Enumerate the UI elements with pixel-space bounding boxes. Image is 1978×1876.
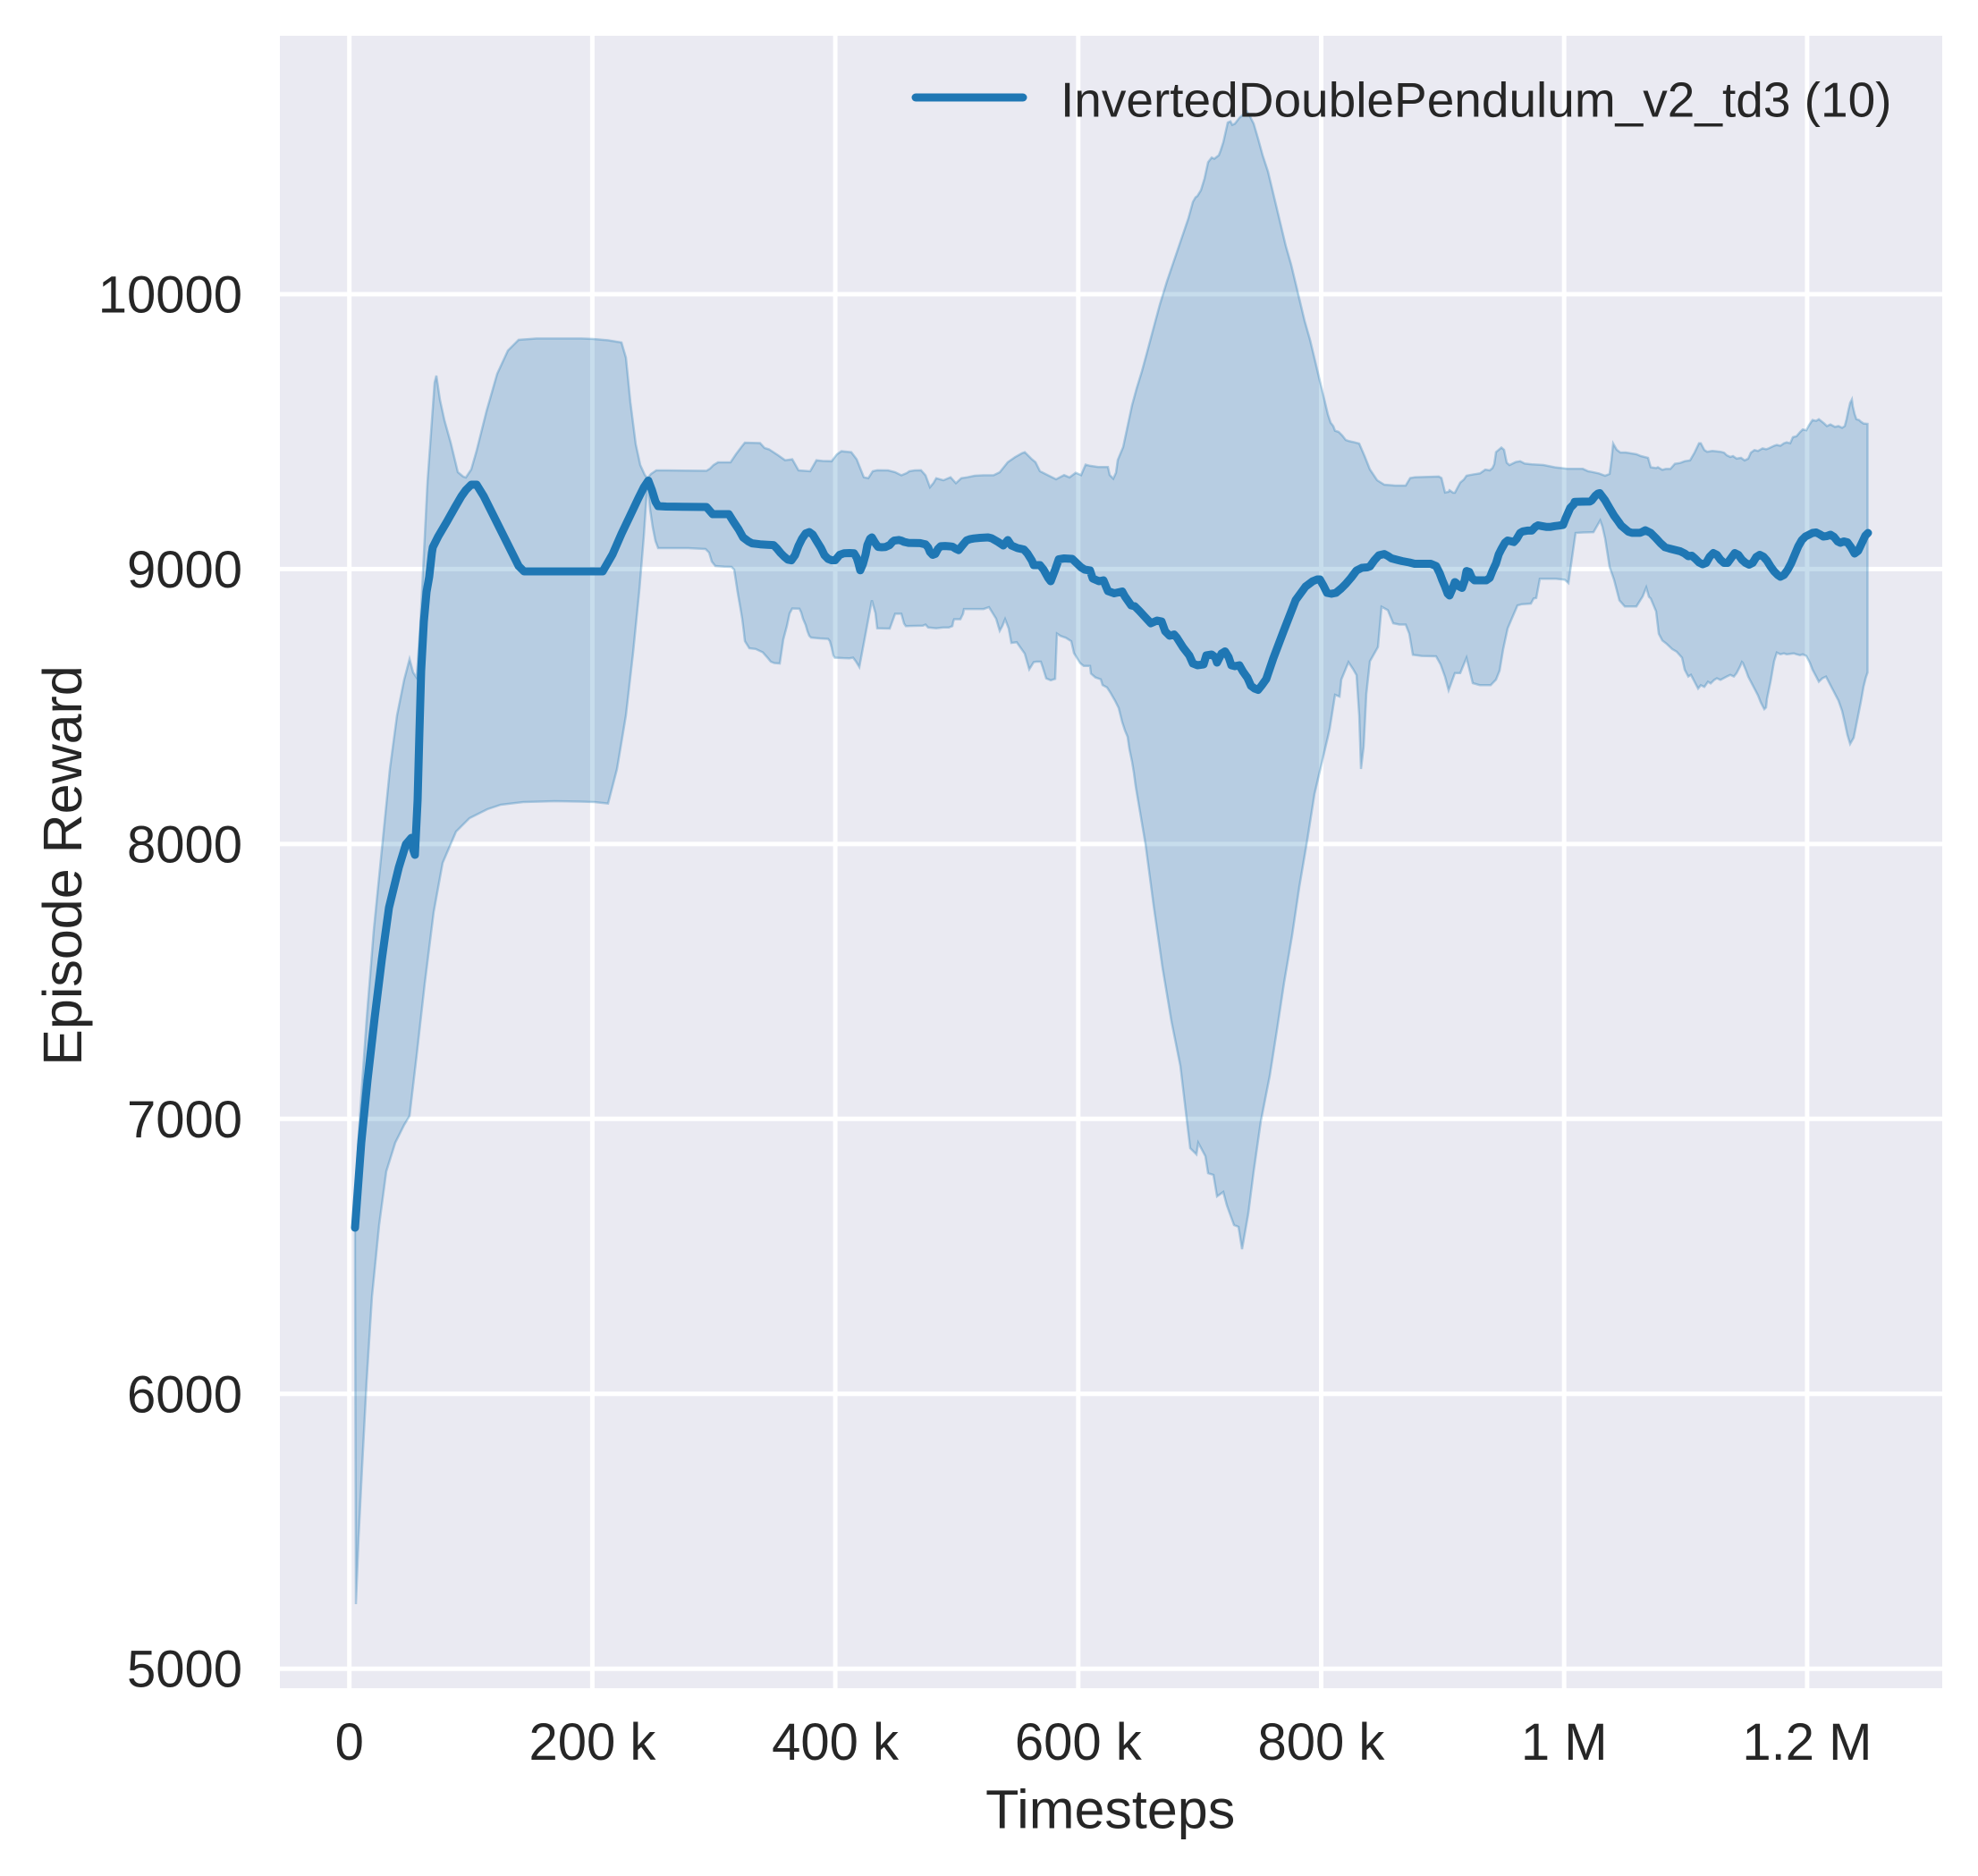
svg-text:600 k: 600 k (1015, 1713, 1143, 1771)
svg-text:400 k: 400 k (772, 1713, 900, 1771)
svg-text:6000: 6000 (127, 1365, 242, 1424)
svg-text:5000: 5000 (127, 1641, 242, 1699)
svg-text:1.2 M: 1.2 M (1742, 1713, 1872, 1771)
svg-text:1 M: 1 M (1521, 1713, 1608, 1771)
svg-text:8000: 8000 (127, 815, 242, 874)
svg-text:Timesteps: Timesteps (985, 1779, 1235, 1840)
svg-text:Episode Reward: Episode Reward (32, 665, 93, 1066)
svg-text:InvertedDoublePendulum_v2_td3: InvertedDoublePendulum_v2_td3 (10) (1061, 72, 1892, 128)
svg-text:200 k: 200 k (528, 1713, 656, 1771)
svg-text:10000: 10000 (98, 266, 242, 325)
svg-text:9000: 9000 (127, 541, 242, 599)
svg-text:0: 0 (335, 1713, 364, 1771)
svg-text:800 k: 800 k (1258, 1713, 1386, 1771)
svg-text:7000: 7000 (127, 1091, 242, 1149)
